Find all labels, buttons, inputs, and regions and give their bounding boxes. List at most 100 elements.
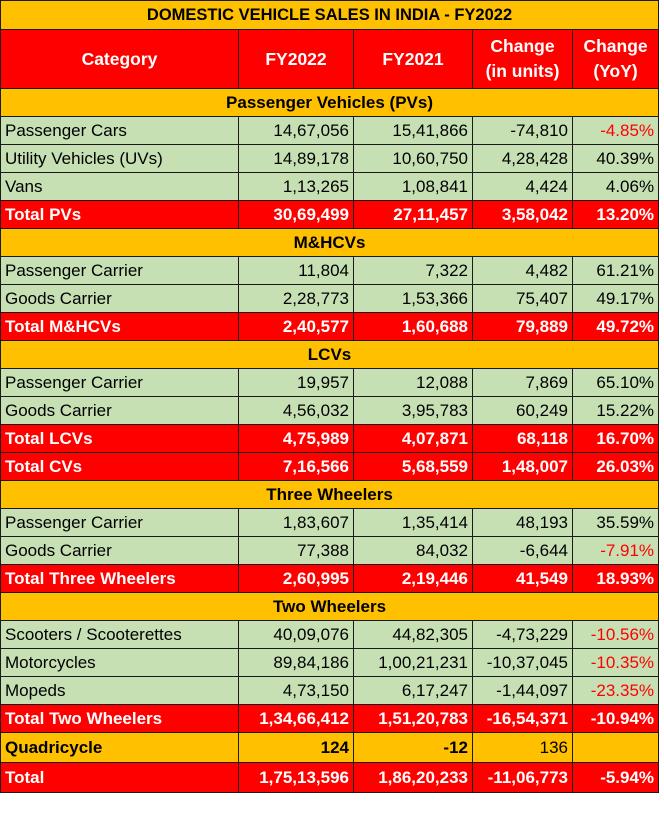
cell-fy2022: 14,67,056 xyxy=(238,116,354,145)
cell-fy2021: 10,60,750 xyxy=(353,144,473,173)
section-title: LCVs xyxy=(0,340,660,369)
cell-change-units: 48,193 xyxy=(472,508,573,537)
cell-fy2021: 5,68,559 xyxy=(353,452,473,481)
cell-category: Total PVs xyxy=(0,200,239,229)
cell-fy2022: 40,09,076 xyxy=(238,620,354,649)
grand-total-row: Total 1,75,13,596 1,86,20,233 -11,06,773… xyxy=(0,762,660,793)
cell-change-units: 41,549 xyxy=(472,564,573,593)
vehicle-sales-table: DOMESTIC VEHICLE SALES IN INDIA - FY2022… xyxy=(0,0,660,793)
header-category: Category xyxy=(0,29,239,89)
table-row: Vans 1,13,265 1,08,841 4,424 4.06% xyxy=(0,172,660,201)
cell-change-units: -6,644 xyxy=(472,536,573,565)
cell-fy2022: 1,75,13,596 xyxy=(238,762,354,793)
cell-category: Total M&HCVs xyxy=(0,312,239,341)
header-change-units-line1: Change xyxy=(490,36,555,56)
total-row-two-wheelers: Total Two Wheelers 1,34,66,412 1,51,20,7… xyxy=(0,704,660,733)
cell-change-yoy: 65.10% xyxy=(571,368,660,397)
header-change-yoy-line1: Change xyxy=(583,36,648,56)
table-row: Passenger Carrier 19,957 12,088 7,869 65… xyxy=(0,368,660,397)
cell-category: Passenger Carrier xyxy=(0,256,239,285)
header-change-units-line2: (in units) xyxy=(485,61,560,81)
cell-fy2022: 1,83,607 xyxy=(238,508,354,537)
cell-change-yoy: 49.17% xyxy=(571,284,660,313)
cell-fy2022: 4,73,150 xyxy=(238,676,354,705)
cell-fy2022: 77,388 xyxy=(238,536,354,565)
cell-fy2021: 1,60,688 xyxy=(353,312,473,341)
cell-fy2021: 44,82,305 xyxy=(353,620,473,649)
cell-change-yoy: 13.20% xyxy=(571,200,660,229)
section-title: Passenger Vehicles (PVs) xyxy=(0,88,660,117)
section-header-lcv: LCVs xyxy=(0,340,660,369)
cell-fy2022: 19,957 xyxy=(238,368,354,397)
cell-change-units: 1,48,007 xyxy=(472,452,573,481)
header-fy2021: FY2021 xyxy=(353,29,473,89)
cell-fy2021: 3,95,783 xyxy=(353,396,473,425)
cell-change-units: 7,869 xyxy=(472,368,573,397)
title-row: DOMESTIC VEHICLE SALES IN INDIA - FY2022 xyxy=(0,0,660,30)
total-row-lcv: Total LCVs 4,75,989 4,07,871 68,118 16.7… xyxy=(0,424,660,453)
table-row: Goods Carrier 4,56,032 3,95,783 60,249 1… xyxy=(0,396,660,425)
quadricycle-row: Quadricycle 124 -12 136 xyxy=(0,732,660,763)
cell-fy2021: 2,19,446 xyxy=(353,564,473,593)
cell-change-units: -10,37,045 xyxy=(472,648,573,677)
cell-fy2021: 84,032 xyxy=(353,536,473,565)
cell-category: Motorcycles xyxy=(0,648,239,677)
table-row: Scooters / Scooterettes 40,09,076 44,82,… xyxy=(0,620,660,649)
cell-change-units: -4,73,229 xyxy=(472,620,573,649)
cell-change-yoy: 49.72% xyxy=(571,312,660,341)
cell-change-yoy: 61.21% xyxy=(571,256,660,285)
cell-fy2022: 89,84,186 xyxy=(238,648,354,677)
cell-change-yoy: 4.06% xyxy=(571,172,660,201)
header-row: Category FY2022 FY2021 Change (in units) … xyxy=(0,29,660,89)
cell-fy2021: 4,07,871 xyxy=(353,424,473,453)
cell-fy2022: 14,89,178 xyxy=(238,144,354,173)
cell-change-units: 3,58,042 xyxy=(472,200,573,229)
cell-change-units: 68,118 xyxy=(472,424,573,453)
cell-category: Mopeds xyxy=(0,676,239,705)
table-row: Passenger Cars 14,67,056 15,41,866 -74,8… xyxy=(0,116,660,145)
cell-category: Utility Vehicles (UVs) xyxy=(0,144,239,173)
header-change-yoy-line2: (YoY) xyxy=(593,61,638,81)
cell-fy2021: 1,35,414 xyxy=(353,508,473,537)
cell-change-yoy: -10.94% xyxy=(571,704,660,733)
cell-fy2022: 2,60,995 xyxy=(238,564,354,593)
cell-fy2021: 15,41,866 xyxy=(353,116,473,145)
table-row: Motorcycles 89,84,186 1,00,21,231 -10,37… xyxy=(0,648,660,677)
cell-change-units: -11,06,773 xyxy=(472,762,573,793)
section-header-two-wheelers: Two Wheelers xyxy=(0,592,660,621)
cell-category: Quadricycle xyxy=(0,732,239,763)
section-title: Two Wheelers xyxy=(0,592,660,621)
cell-category: Vans xyxy=(0,172,239,201)
cell-fy2022: 4,75,989 xyxy=(238,424,354,453)
section-header-mhcv: M&HCVs xyxy=(0,228,660,257)
total-row-mhcv: Total M&HCVs 2,40,577 1,60,688 79,889 49… xyxy=(0,312,660,341)
cell-fy2021: 1,86,20,233 xyxy=(353,762,473,793)
cell-fy2022: 30,69,499 xyxy=(238,200,354,229)
cell-change-units: 4,28,428 xyxy=(472,144,573,173)
cell-category: Total Three Wheelers xyxy=(0,564,239,593)
table-row: Passenger Carrier 1,83,607 1,35,414 48,1… xyxy=(0,508,660,537)
cell-change-units: -1,44,097 xyxy=(472,676,573,705)
table-row: Goods Carrier 2,28,773 1,53,366 75,407 4… xyxy=(0,284,660,313)
cell-fy2021: 1,51,20,783 xyxy=(353,704,473,733)
cell-change-units: 60,249 xyxy=(472,396,573,425)
cell-fy2021: -12 xyxy=(353,732,473,763)
cell-fy2021: 1,53,366 xyxy=(353,284,473,313)
cell-category: Total xyxy=(0,762,239,793)
cell-fy2021: 12,088 xyxy=(353,368,473,397)
cell-change-units: -74,810 xyxy=(472,116,573,145)
cell-change-yoy: -5.94% xyxy=(571,762,660,793)
header-fy2022: FY2022 xyxy=(238,29,354,89)
cell-fy2021: 6,17,247 xyxy=(353,676,473,705)
cell-fy2021: 1,00,21,231 xyxy=(353,648,473,677)
total-row-pv: Total PVs 30,69,499 27,11,457 3,58,042 1… xyxy=(0,200,660,229)
cell-category: Goods Carrier xyxy=(0,396,239,425)
cell-change-yoy: -23.35% xyxy=(571,676,660,705)
cell-change-yoy: 16.70% xyxy=(571,424,660,453)
cell-fy2022: 1,13,265 xyxy=(238,172,354,201)
section-title: Three Wheelers xyxy=(0,480,660,509)
cell-fy2022: 11,804 xyxy=(238,256,354,285)
cell-change-units: -16,54,371 xyxy=(472,704,573,733)
cell-change-units: 79,889 xyxy=(472,312,573,341)
total-row-three-wheelers: Total Three Wheelers 2,60,995 2,19,446 4… xyxy=(0,564,660,593)
